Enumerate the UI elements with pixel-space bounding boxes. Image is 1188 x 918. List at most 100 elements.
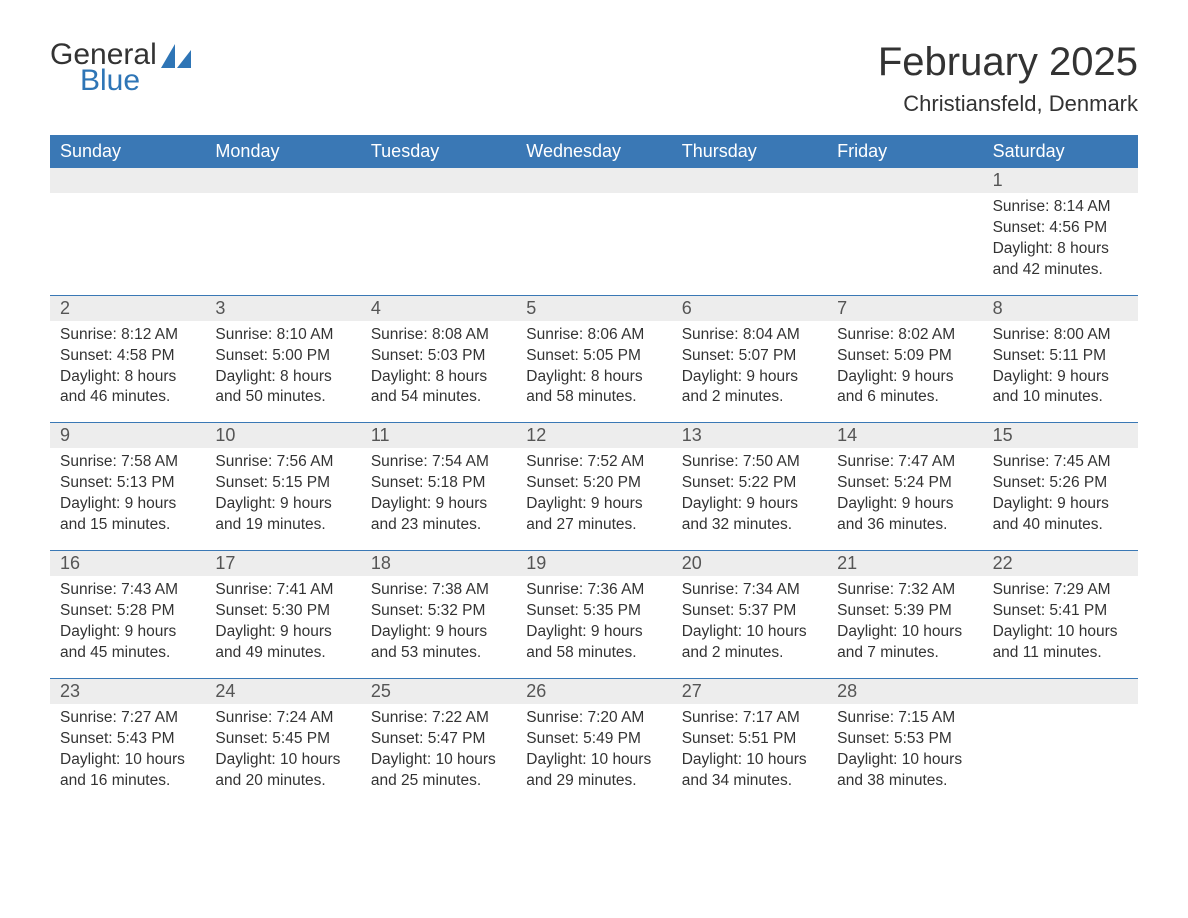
sunset-line: Sunset: 5:39 PM (837, 601, 972, 622)
day-cell: Sunrise: 7:17 AMSunset: 5:51 PMDaylight:… (672, 704, 827, 806)
weekday-name: Sunday (50, 135, 205, 168)
day-cell: Sunrise: 7:27 AMSunset: 5:43 PMDaylight:… (50, 704, 205, 806)
day-cell: Sunrise: 7:54 AMSunset: 5:18 PMDaylight:… (361, 448, 516, 550)
week-row: Sunrise: 7:43 AMSunset: 5:28 PMDaylight:… (50, 576, 1138, 678)
day-cell (50, 193, 205, 295)
daylight-line: Daylight: 9 hours and 40 minutes. (993, 494, 1128, 536)
weekday-header: SundayMondayTuesdayWednesdayThursdayFrid… (50, 135, 1138, 168)
weekday-name: Saturday (983, 135, 1138, 168)
day-cell: Sunrise: 8:02 AMSunset: 5:09 PMDaylight:… (827, 321, 982, 423)
day-cell: Sunrise: 8:12 AMSunset: 4:58 PMDaylight:… (50, 321, 205, 423)
daylight-line: Daylight: 9 hours and 36 minutes. (837, 494, 972, 536)
sunrise-line: Sunrise: 7:54 AM (371, 452, 506, 473)
daylight-line: Daylight: 10 hours and 20 minutes. (215, 750, 350, 792)
day-cell: Sunrise: 7:34 AMSunset: 5:37 PMDaylight:… (672, 576, 827, 678)
sunrise-line: Sunrise: 7:17 AM (682, 708, 817, 729)
location: Christiansfeld, Denmark (878, 91, 1138, 117)
sunrise-line: Sunrise: 8:04 AM (682, 325, 817, 346)
day-number: 4 (361, 296, 516, 321)
sunset-line: Sunset: 5:26 PM (993, 473, 1128, 494)
day-cell (827, 193, 982, 295)
day-cell (983, 704, 1138, 806)
logo: General Blue (50, 40, 195, 96)
sunrise-line: Sunrise: 7:52 AM (526, 452, 661, 473)
day-number: 13 (672, 423, 827, 448)
day-number: 22 (983, 551, 1138, 576)
day-number (827, 168, 982, 193)
daynum-row: 9101112131415 (50, 422, 1138, 448)
day-cell: Sunrise: 8:06 AMSunset: 5:05 PMDaylight:… (516, 321, 671, 423)
day-number: 11 (361, 423, 516, 448)
sunset-line: Sunset: 4:56 PM (993, 218, 1128, 239)
day-number: 7 (827, 296, 982, 321)
sunrise-line: Sunrise: 7:50 AM (682, 452, 817, 473)
day-number (516, 168, 671, 193)
daylight-line: Daylight: 9 hours and 15 minutes. (60, 494, 195, 536)
sunset-line: Sunset: 5:37 PM (682, 601, 817, 622)
day-cell (516, 193, 671, 295)
sunset-line: Sunset: 5:45 PM (215, 729, 350, 750)
daylight-line: Daylight: 9 hours and 10 minutes. (993, 367, 1128, 409)
weekday-name: Monday (205, 135, 360, 168)
daylight-line: Daylight: 9 hours and 53 minutes. (371, 622, 506, 664)
day-cell: Sunrise: 7:22 AMSunset: 5:47 PMDaylight:… (361, 704, 516, 806)
sunrise-line: Sunrise: 7:20 AM (526, 708, 661, 729)
week-row: Sunrise: 7:58 AMSunset: 5:13 PMDaylight:… (50, 448, 1138, 550)
sunrise-line: Sunrise: 8:10 AM (215, 325, 350, 346)
daylight-line: Daylight: 8 hours and 58 minutes. (526, 367, 661, 409)
sunset-line: Sunset: 5:20 PM (526, 473, 661, 494)
daylight-line: Daylight: 10 hours and 2 minutes. (682, 622, 817, 664)
calendar: SundayMondayTuesdayWednesdayThursdayFrid… (50, 135, 1138, 805)
sunset-line: Sunset: 5:47 PM (371, 729, 506, 750)
sunset-line: Sunset: 5:30 PM (215, 601, 350, 622)
sunset-line: Sunset: 5:07 PM (682, 346, 817, 367)
day-number: 5 (516, 296, 671, 321)
sunset-line: Sunset: 5:41 PM (993, 601, 1128, 622)
sunset-line: Sunset: 5:32 PM (371, 601, 506, 622)
sunrise-line: Sunrise: 7:32 AM (837, 580, 972, 601)
sunrise-line: Sunrise: 7:56 AM (215, 452, 350, 473)
day-cell: Sunrise: 7:20 AMSunset: 5:49 PMDaylight:… (516, 704, 671, 806)
daylight-line: Daylight: 8 hours and 46 minutes. (60, 367, 195, 409)
month-title: February 2025 (878, 40, 1138, 85)
sunset-line: Sunset: 5:11 PM (993, 346, 1128, 367)
day-cell: Sunrise: 7:52 AMSunset: 5:20 PMDaylight:… (516, 448, 671, 550)
day-number: 10 (205, 423, 360, 448)
daylight-line: Daylight: 9 hours and 27 minutes. (526, 494, 661, 536)
day-number: 28 (827, 679, 982, 704)
sunset-line: Sunset: 5:51 PM (682, 729, 817, 750)
sunset-line: Sunset: 5:22 PM (682, 473, 817, 494)
weekday-name: Tuesday (361, 135, 516, 168)
sunrise-line: Sunrise: 7:41 AM (215, 580, 350, 601)
sunrise-line: Sunrise: 8:08 AM (371, 325, 506, 346)
day-cell: Sunrise: 8:04 AMSunset: 5:07 PMDaylight:… (672, 321, 827, 423)
weekday-name: Wednesday (516, 135, 671, 168)
sunrise-line: Sunrise: 8:00 AM (993, 325, 1128, 346)
daylight-line: Daylight: 10 hours and 34 minutes. (682, 750, 817, 792)
sunrise-line: Sunrise: 7:38 AM (371, 580, 506, 601)
day-cell: Sunrise: 7:38 AMSunset: 5:32 PMDaylight:… (361, 576, 516, 678)
day-cell: Sunrise: 7:43 AMSunset: 5:28 PMDaylight:… (50, 576, 205, 678)
day-number: 2 (50, 296, 205, 321)
day-number: 19 (516, 551, 671, 576)
day-number: 16 (50, 551, 205, 576)
weeks-container: 1Sunrise: 8:14 AMSunset: 4:56 PMDaylight… (50, 168, 1138, 805)
day-cell: Sunrise: 7:41 AMSunset: 5:30 PMDaylight:… (205, 576, 360, 678)
day-cell: Sunrise: 7:50 AMSunset: 5:22 PMDaylight:… (672, 448, 827, 550)
daylight-line: Daylight: 9 hours and 23 minutes. (371, 494, 506, 536)
day-cell: Sunrise: 7:32 AMSunset: 5:39 PMDaylight:… (827, 576, 982, 678)
week-row: Sunrise: 8:14 AMSunset: 4:56 PMDaylight:… (50, 193, 1138, 295)
day-cell: Sunrise: 8:10 AMSunset: 5:00 PMDaylight:… (205, 321, 360, 423)
sunset-line: Sunset: 5:05 PM (526, 346, 661, 367)
sunset-line: Sunset: 5:03 PM (371, 346, 506, 367)
week-row: Sunrise: 8:12 AMSunset: 4:58 PMDaylight:… (50, 321, 1138, 423)
day-cell: Sunrise: 8:08 AMSunset: 5:03 PMDaylight:… (361, 321, 516, 423)
sunrise-line: Sunrise: 8:12 AM (60, 325, 195, 346)
sunset-line: Sunset: 5:00 PM (215, 346, 350, 367)
day-number: 26 (516, 679, 671, 704)
day-number: 21 (827, 551, 982, 576)
daylight-line: Daylight: 9 hours and 49 minutes. (215, 622, 350, 664)
sunrise-line: Sunrise: 7:22 AM (371, 708, 506, 729)
day-cell: Sunrise: 8:00 AMSunset: 5:11 PMDaylight:… (983, 321, 1138, 423)
daylight-line: Daylight: 10 hours and 11 minutes. (993, 622, 1128, 664)
